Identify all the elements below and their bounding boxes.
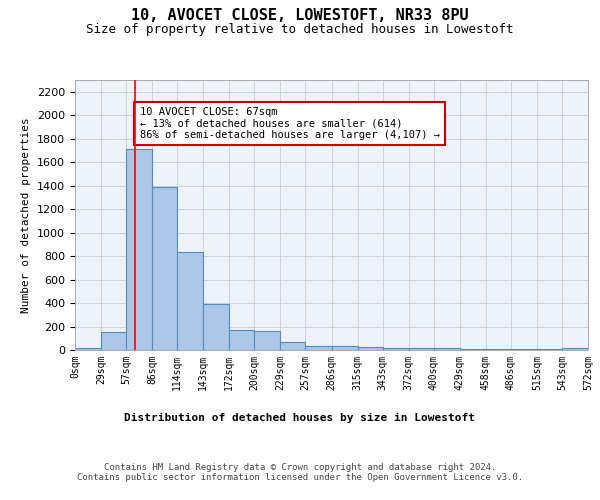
- Bar: [434, 348, 460, 350]
- Bar: [383, 348, 409, 350]
- Bar: [280, 342, 305, 350]
- Text: Size of property relative to detached houses in Lowestoft: Size of property relative to detached ho…: [86, 22, 514, 36]
- Bar: [460, 349, 486, 350]
- Bar: [254, 330, 280, 350]
- Text: Distribution of detached houses by size in Lowestoft: Distribution of detached houses by size …: [125, 412, 476, 422]
- Bar: [358, 347, 383, 350]
- Y-axis label: Number of detached properties: Number of detached properties: [22, 117, 31, 313]
- Bar: [177, 252, 203, 350]
- Bar: [331, 346, 358, 350]
- Bar: [101, 332, 126, 350]
- Bar: [562, 348, 588, 350]
- Bar: [229, 330, 254, 350]
- Bar: [486, 349, 511, 350]
- Text: 10, AVOCET CLOSE, LOWESTOFT, NR33 8PU: 10, AVOCET CLOSE, LOWESTOFT, NR33 8PU: [131, 8, 469, 22]
- Bar: [152, 187, 177, 350]
- Bar: [75, 348, 101, 350]
- Text: 10 AVOCET CLOSE: 67sqm
← 13% of detached houses are smaller (614)
86% of semi-de: 10 AVOCET CLOSE: 67sqm ← 13% of detached…: [140, 107, 440, 140]
- Bar: [409, 348, 434, 350]
- Bar: [203, 304, 229, 350]
- Text: Contains HM Land Registry data © Crown copyright and database right 2024.
Contai: Contains HM Land Registry data © Crown c…: [77, 462, 523, 482]
- Bar: [126, 150, 152, 350]
- Bar: [305, 346, 332, 350]
